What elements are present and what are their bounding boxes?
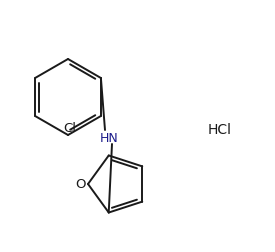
Text: HN: HN <box>100 131 119 144</box>
Text: O: O <box>76 178 86 191</box>
Text: HCl: HCl <box>208 122 232 137</box>
Text: Cl: Cl <box>64 122 76 135</box>
